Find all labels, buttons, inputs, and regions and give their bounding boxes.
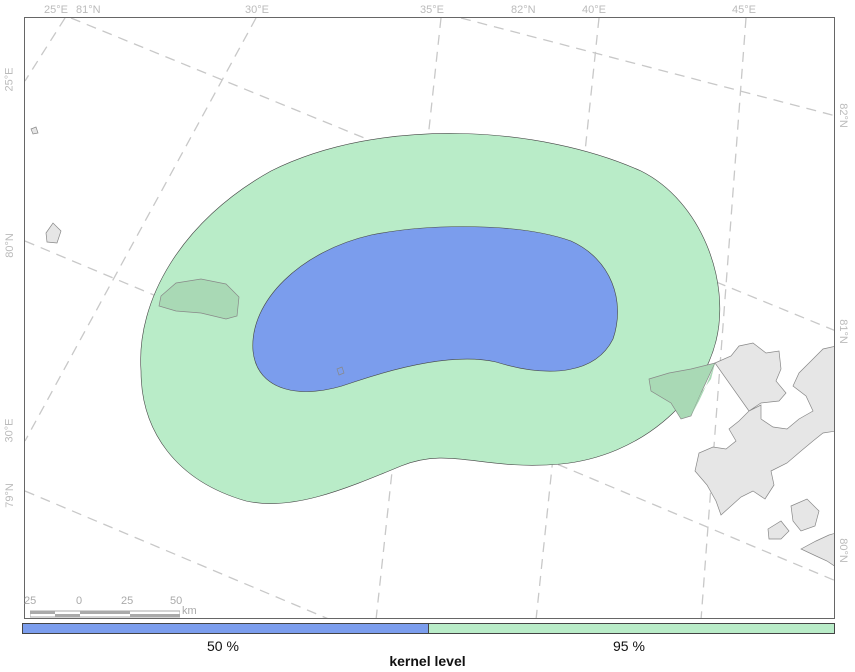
- graticule-label: 80°N: [836, 538, 849, 563]
- graticule-line: [25, 240, 834, 581]
- scale-bar-graphic: [29, 610, 181, 618]
- island-west-small: [45, 222, 62, 244]
- map-frame[interactable]: [24, 17, 835, 619]
- legend-label-50: 50 %: [207, 638, 239, 654]
- graticule-label: 35°E: [420, 4, 444, 16]
- scale-tick-label: 0: [76, 595, 83, 607]
- graticule-label: 40°E: [582, 4, 606, 16]
- land-overlap-95: [691, 363, 715, 416]
- graticule-label: 79°N: [3, 483, 16, 508]
- scale-unit-label: km: [182, 605, 197, 617]
- graticule-label: 82°N: [511, 4, 536, 16]
- land: [30, 126, 834, 567]
- graticule-label: 25°E: [44, 4, 68, 16]
- graticule-line: [25, 18, 66, 82]
- graticule-label: 81°N: [836, 319, 849, 344]
- legend-bar: [22, 623, 835, 634]
- kernel-50-area: [252, 226, 618, 392]
- graticule-label: 25°E: [3, 67, 16, 92]
- island-tiny: [30, 126, 39, 135]
- scale-tick-label: 25: [24, 595, 37, 607]
- scale-tick-label: 50: [170, 595, 183, 607]
- land-franz-josef-east: [694, 342, 834, 567]
- graticule-label: 30°E: [3, 418, 16, 443]
- legend-label-95: 95 %: [613, 638, 645, 654]
- island-kvitoya: [158, 278, 240, 320]
- graticule-line: [460, 18, 834, 117]
- graticule-label: 30°E: [245, 4, 269, 16]
- graticule-line: [25, 490, 328, 618]
- map-canvas: [25, 18, 834, 618]
- graticule-label: 82°N: [836, 103, 849, 128]
- legend-title: kernel level: [389, 653, 466, 669]
- graticule-label: 45°E: [732, 4, 756, 16]
- graticule-label: 80°N: [3, 233, 16, 258]
- graticule-label: 81°N: [76, 4, 101, 16]
- scale-bar: [29, 606, 181, 624]
- island-tiny-2: [336, 366, 345, 376]
- legend-swatch-50: [23, 624, 429, 633]
- scale-tick-label: 25: [121, 595, 134, 607]
- legend-swatch-95: [429, 624, 834, 633]
- graticule-line: [25, 18, 257, 442]
